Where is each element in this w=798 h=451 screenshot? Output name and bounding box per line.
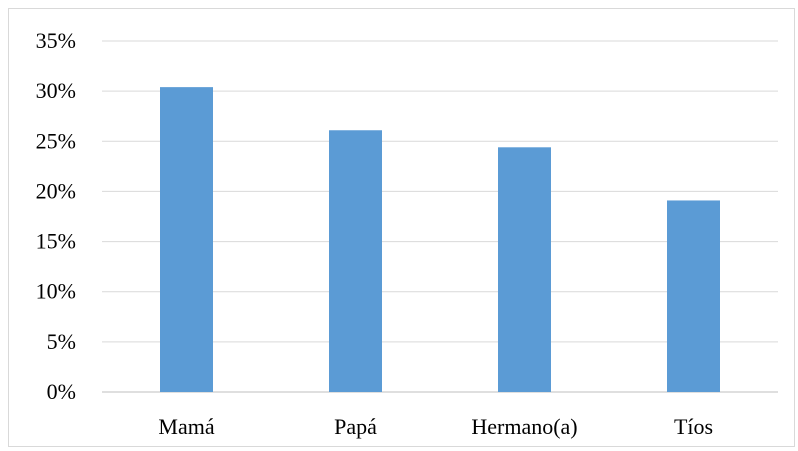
y-tick-label: 5% xyxy=(47,329,76,354)
x-tick-label: Tíos xyxy=(674,414,713,439)
y-tick-label: 25% xyxy=(36,128,76,153)
chart-frame xyxy=(8,8,795,447)
y-axis-ticks: 0% 5% 10% 15% 20% 25% 30% 35% xyxy=(36,28,76,404)
y-tick-label: 30% xyxy=(36,78,76,103)
x-tick-label: Papá xyxy=(334,414,377,439)
x-tick-label: Hermano(a) xyxy=(471,414,577,439)
bar xyxy=(329,130,382,393)
bar xyxy=(160,87,213,392)
x-tick-label: Mamá xyxy=(158,414,214,439)
x-axis-ticks: Mamá Papá Hermano(a) Tíos xyxy=(158,414,713,439)
bars xyxy=(160,87,720,393)
bar xyxy=(667,200,720,392)
gridlines xyxy=(102,40,778,393)
y-tick-label: 0% xyxy=(47,379,76,404)
y-tick-label: 15% xyxy=(36,229,76,254)
y-tick-label: 10% xyxy=(36,279,76,304)
y-tick-label: 35% xyxy=(36,28,76,53)
bar xyxy=(498,147,551,392)
y-tick-label: 20% xyxy=(36,178,76,203)
